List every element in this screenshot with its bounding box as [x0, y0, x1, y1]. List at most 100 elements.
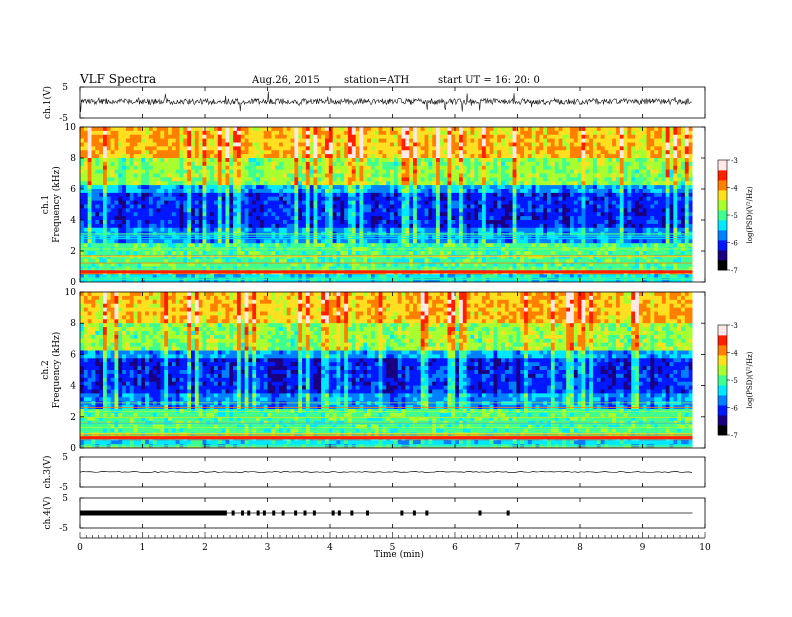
spectrogram-cell — [359, 181, 363, 185]
spectrogram-cell — [639, 220, 643, 224]
spectrogram-cell — [229, 205, 233, 209]
spectrogram-cell — [497, 177, 501, 181]
spectrogram-cell — [635, 146, 639, 150]
spectrogram-cell — [562, 208, 566, 212]
spectrogram-cell — [99, 239, 103, 243]
spectrogram-cell — [474, 127, 478, 131]
spectrogram-cell — [620, 212, 624, 216]
spectrogram-cell — [325, 216, 329, 220]
spectrogram-cell — [118, 166, 122, 170]
spectrogram-cell — [237, 189, 241, 193]
spectrogram-cell — [103, 162, 107, 166]
spectrogram-cell — [555, 243, 559, 247]
spectrogram-cell — [524, 232, 528, 236]
spectrogram-cell — [160, 239, 164, 243]
spectrogram-cell — [233, 193, 237, 197]
spectrogram-cell — [218, 224, 222, 228]
spectrogram-cell — [505, 146, 509, 150]
spectrogram-cell — [275, 185, 279, 189]
spectrogram-cell — [291, 146, 295, 150]
spectrogram-cell — [513, 135, 517, 139]
spectrogram-cell — [509, 243, 513, 247]
spectrogram-cell — [260, 232, 264, 236]
spectrogram-cell — [317, 177, 321, 181]
spectrogram-cell — [268, 239, 272, 243]
spectrogram-cell — [379, 139, 383, 143]
spectrogram-cell — [210, 150, 214, 154]
spectrogram-cell — [271, 232, 275, 236]
spectrogram-cell — [570, 193, 574, 197]
spectrogram-cell — [413, 212, 417, 216]
spectrogram-cell — [283, 162, 287, 166]
spectrogram-cell — [164, 170, 168, 174]
spectrogram-cell — [149, 135, 153, 139]
spectrogram-cell — [164, 154, 168, 158]
spectrogram-cell — [597, 177, 601, 181]
spectrogram-cell — [421, 174, 425, 178]
spectrogram-cell — [275, 208, 279, 212]
spectrogram-cell — [601, 189, 605, 193]
spectrogram-cell — [689, 239, 693, 243]
spectrogram-cell — [658, 224, 662, 228]
spectrogram-cell — [340, 181, 344, 185]
spectrogram-cell — [107, 181, 111, 185]
spectrogram-cell — [283, 177, 287, 181]
spectrogram-cell — [405, 127, 409, 131]
spectrogram-cell — [291, 220, 295, 224]
spectrogram-cell — [375, 208, 379, 212]
spectrogram-cell — [562, 146, 566, 150]
spectrogram-cell — [413, 139, 417, 143]
spectrogram-cell — [409, 174, 413, 178]
spectrogram-cell — [137, 158, 141, 162]
spectrogram-cell — [528, 239, 532, 243]
spectrogram-cell — [268, 139, 272, 143]
spectrogram-cell — [647, 154, 651, 158]
spectrogram-cell — [287, 212, 291, 216]
spectrogram-cell — [681, 143, 685, 147]
spectrogram-cell — [559, 158, 563, 162]
spectrogram-cell — [444, 177, 448, 181]
spectrogram-cell — [252, 166, 256, 170]
spectrogram-cell — [118, 228, 122, 232]
spectrogram-cell — [91, 146, 95, 150]
spectrogram-cell — [325, 201, 329, 205]
spectrogram-cell — [291, 139, 295, 143]
spectrogram-cell — [333, 228, 337, 232]
spectrogram-cell — [348, 135, 352, 139]
spectrogram-cell — [631, 143, 635, 147]
spectrogram-cell — [681, 205, 685, 209]
spectrogram-cell — [95, 150, 99, 154]
spectrogram-cell — [463, 158, 467, 162]
spectrogram-cell — [153, 158, 157, 162]
spectrogram-cell — [95, 162, 99, 166]
spectrogram-cell — [398, 150, 402, 154]
spectrogram-cell — [367, 243, 371, 247]
spectrogram-cell — [662, 131, 666, 135]
spectrogram-cell — [271, 208, 275, 212]
spectrogram-cell — [172, 146, 176, 150]
spectrogram-cell — [260, 208, 264, 212]
spectrogram-cell — [612, 181, 616, 185]
spectrogram-cell — [497, 135, 501, 139]
spectrogram-cell — [180, 189, 184, 193]
spectrogram-cell — [222, 228, 226, 232]
spectrogram-cell — [685, 197, 689, 201]
spectrogram-cell — [302, 131, 306, 135]
spectrogram-cell — [160, 220, 164, 224]
spectrogram-cell — [670, 189, 674, 193]
spectrogram-cell — [486, 166, 490, 170]
spectrogram-cell — [555, 232, 559, 236]
spectrogram-cell — [520, 139, 524, 143]
spectrogram-cell — [448, 170, 452, 174]
spectrogram-cell — [149, 181, 153, 185]
spectrogram-cell — [616, 139, 620, 143]
spectrogram-cell — [532, 139, 536, 143]
spectrogram-cell — [122, 228, 126, 232]
spectrogram-cell — [505, 181, 509, 185]
spectrogram-cell — [145, 150, 149, 154]
spectrogram-cell — [329, 220, 333, 224]
spectrogram-cell — [436, 174, 440, 178]
spectrogram-cell — [421, 154, 425, 158]
spectrogram-cell — [639, 177, 643, 181]
spectrogram-cell — [107, 174, 111, 178]
